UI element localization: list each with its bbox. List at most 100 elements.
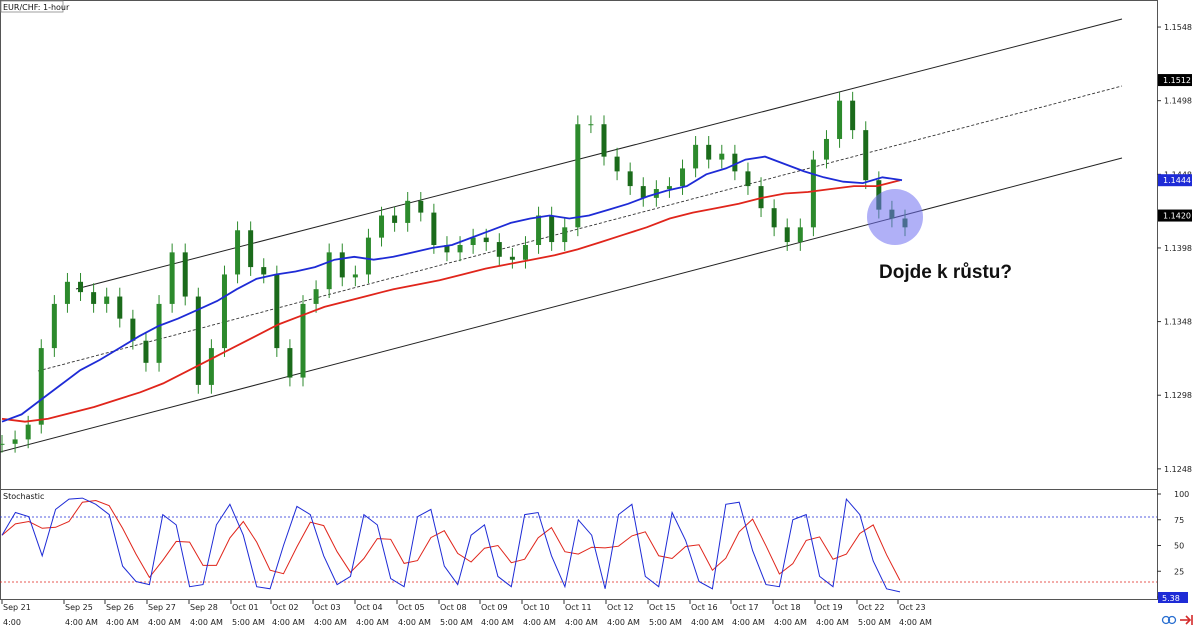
price-candle (771, 208, 777, 228)
price-candle (195, 296, 201, 385)
time-date-label: Oct 17 (732, 603, 759, 612)
link-icon[interactable] (1161, 615, 1177, 625)
time-hour-label: 4:00 AM (816, 618, 849, 627)
price-candle (640, 186, 646, 198)
price-candle (182, 252, 188, 297)
time-hour-label: 4:00 AM (65, 618, 98, 627)
price-candle (339, 252, 345, 278)
channel-upper-line (75, 18, 1123, 290)
price-candle (91, 292, 97, 304)
stochastic-tick-label: 25 (1174, 567, 1184, 576)
price-marker-label: 1.1512 (1163, 76, 1191, 85)
chart-title: EUR/CHF: 1-hour (3, 3, 70, 12)
price-tick-label: 1.1398 (1164, 244, 1192, 253)
time-date-label: Sep 21 (3, 603, 31, 612)
price-tick-label: 1.1498 (1164, 97, 1192, 106)
price-candle (837, 100, 843, 139)
price-candle (156, 303, 162, 363)
price-candle (130, 318, 136, 341)
channel-middle-line (37, 85, 1123, 372)
price-candle (51, 303, 57, 349)
time-date-label: Sep 28 (190, 603, 218, 612)
price-marker (1158, 209, 1192, 222)
channel-lower-line (0, 157, 1123, 453)
time-date-label: Oct 09 (481, 603, 508, 612)
price-candle (274, 274, 280, 349)
price-candle (522, 245, 528, 260)
price-candle (758, 186, 764, 209)
price-candle (810, 159, 816, 228)
price-axis: 1.15481.14981.14481.13981.13481.12981.12… (1157, 23, 1192, 474)
price-candle (509, 256, 515, 260)
time-hour-label: 4:00 AM (565, 618, 598, 627)
price-candle (496, 242, 502, 257)
price-candle (143, 340, 149, 363)
price-candle (588, 124, 594, 126)
price-candle (680, 168, 686, 187)
price-tick-label: 1.1248 (1164, 465, 1192, 474)
ma-blue-line (1, 155, 903, 423)
price-candle (745, 171, 751, 187)
price-candle (352, 274, 358, 278)
price-candles (0, 91, 908, 453)
stochastic-current-marker (1158, 592, 1188, 603)
time-date-label: Oct 22 (858, 603, 885, 612)
stochastic-title: Stochastic (3, 492, 44, 501)
price-candle (379, 215, 385, 238)
time-hour-label: 4:00 AM (732, 618, 765, 627)
time-hour-label: 4:00 AM (774, 618, 807, 627)
price-candle (797, 227, 803, 243)
price-candle (169, 252, 175, 304)
price-candle (0, 443, 5, 445)
time-date-label: Oct 10 (523, 603, 550, 612)
price-marker (1158, 74, 1192, 87)
stochastic-axis: 1007550250 (1157, 490, 1189, 602)
arrow-right-icon[interactable] (1180, 615, 1193, 625)
price-markers: 1.1512 1.1444 1.1420 (1158, 74, 1192, 222)
price-candle (863, 130, 869, 181)
price-candle (117, 296, 123, 319)
stochastic-d-line (1, 499, 901, 581)
stochastic-tick-label: 75 (1174, 516, 1184, 525)
time-hour-label: 5:00 AM (858, 618, 891, 627)
time-hour-label: 4:00 AM (190, 618, 223, 627)
price-candle (38, 348, 44, 425)
price-candle (287, 348, 293, 378)
price-marker (1158, 174, 1192, 187)
time-hour-label: 4:00 AM (691, 618, 724, 627)
time-hour-label: 4:00 (3, 618, 21, 627)
price-candle (235, 230, 241, 275)
price-candle (601, 124, 607, 157)
price-tick-label: 1.1348 (1164, 318, 1192, 327)
price-tick-label: 1.1298 (1164, 391, 1192, 400)
price-candle (313, 289, 319, 304)
time-hour-label: 4:00 AM (314, 618, 347, 627)
time-date-label: Oct 19 (816, 603, 843, 612)
price-candle (418, 200, 424, 213)
price-candle (614, 156, 620, 172)
time-hour-label: 5:00 AM (440, 618, 473, 627)
price-candle (392, 215, 398, 223)
price-candle (719, 153, 725, 160)
time-date-label: Oct 12 (607, 603, 634, 612)
price-tick-label: 1.1548 (1164, 23, 1192, 32)
price-candle (693, 144, 699, 169)
price-candle (25, 424, 31, 440)
time-date-label: Oct 03 (314, 603, 341, 612)
price-pane-frame (0, 0, 1158, 490)
time-hour-label: 4:00 AM (607, 618, 640, 627)
stochastic-tick-label: 50 (1174, 542, 1184, 551)
price-candle (78, 281, 84, 293)
highlight-circle (867, 189, 923, 245)
time-hour-label: 5:00 AM (232, 618, 265, 627)
price-candle (627, 171, 633, 187)
time-hour-label: 4:00 AM (481, 618, 514, 627)
price-candle (823, 138, 829, 160)
time-axis: Sep 21 4:00 Sep 25 4:00 AM Sep 26 4:00 AM Sep … (1, 600, 932, 627)
price-candle (64, 281, 70, 304)
price-candle (549, 215, 555, 243)
time-hour-label: 4:00 AM (106, 618, 139, 627)
price-candle (732, 153, 738, 172)
price-candle (12, 439, 18, 444)
